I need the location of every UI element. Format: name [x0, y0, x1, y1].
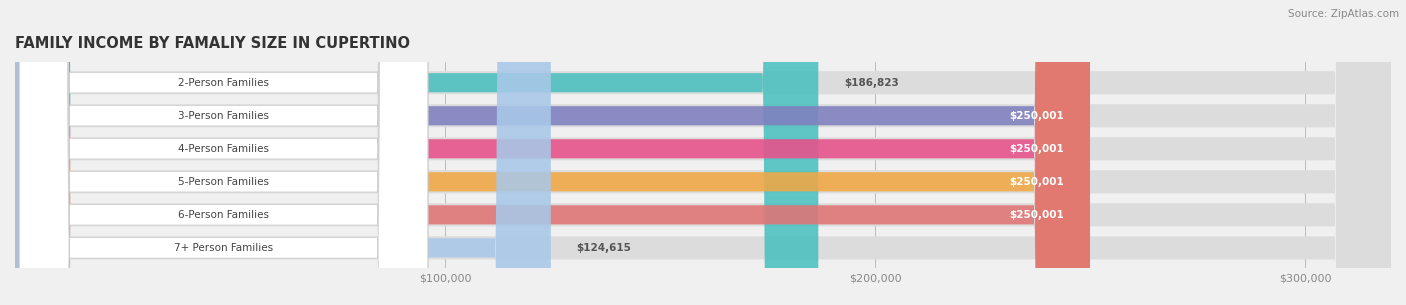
- FancyBboxPatch shape: [15, 0, 551, 305]
- Text: 6-Person Families: 6-Person Families: [179, 210, 269, 220]
- FancyBboxPatch shape: [15, 0, 1391, 305]
- FancyBboxPatch shape: [20, 0, 427, 305]
- Text: $250,001: $250,001: [1010, 111, 1064, 121]
- FancyBboxPatch shape: [15, 0, 1391, 305]
- FancyBboxPatch shape: [15, 0, 818, 305]
- Text: $250,001: $250,001: [1010, 177, 1064, 187]
- FancyBboxPatch shape: [15, 0, 1090, 305]
- FancyBboxPatch shape: [20, 0, 427, 305]
- FancyBboxPatch shape: [15, 0, 1391, 305]
- FancyBboxPatch shape: [15, 0, 1090, 305]
- FancyBboxPatch shape: [20, 0, 427, 305]
- Text: $186,823: $186,823: [844, 78, 898, 88]
- Text: $250,001: $250,001: [1010, 210, 1064, 220]
- Text: 5-Person Families: 5-Person Families: [179, 177, 269, 187]
- FancyBboxPatch shape: [15, 0, 1090, 305]
- FancyBboxPatch shape: [20, 0, 427, 305]
- Text: $250,001: $250,001: [1010, 144, 1064, 154]
- Text: 3-Person Families: 3-Person Families: [179, 111, 269, 121]
- Text: 7+ Person Families: 7+ Person Families: [174, 243, 273, 253]
- FancyBboxPatch shape: [20, 0, 427, 305]
- Text: $124,615: $124,615: [576, 243, 631, 253]
- FancyBboxPatch shape: [15, 0, 1391, 305]
- FancyBboxPatch shape: [15, 0, 1391, 305]
- Text: Source: ZipAtlas.com: Source: ZipAtlas.com: [1288, 9, 1399, 19]
- FancyBboxPatch shape: [20, 0, 427, 305]
- Text: 4-Person Families: 4-Person Families: [179, 144, 269, 154]
- FancyBboxPatch shape: [15, 0, 1090, 305]
- FancyBboxPatch shape: [15, 0, 1391, 305]
- Text: FAMILY INCOME BY FAMALIY SIZE IN CUPERTINO: FAMILY INCOME BY FAMALIY SIZE IN CUPERTI…: [15, 36, 411, 51]
- Text: 2-Person Families: 2-Person Families: [179, 78, 269, 88]
